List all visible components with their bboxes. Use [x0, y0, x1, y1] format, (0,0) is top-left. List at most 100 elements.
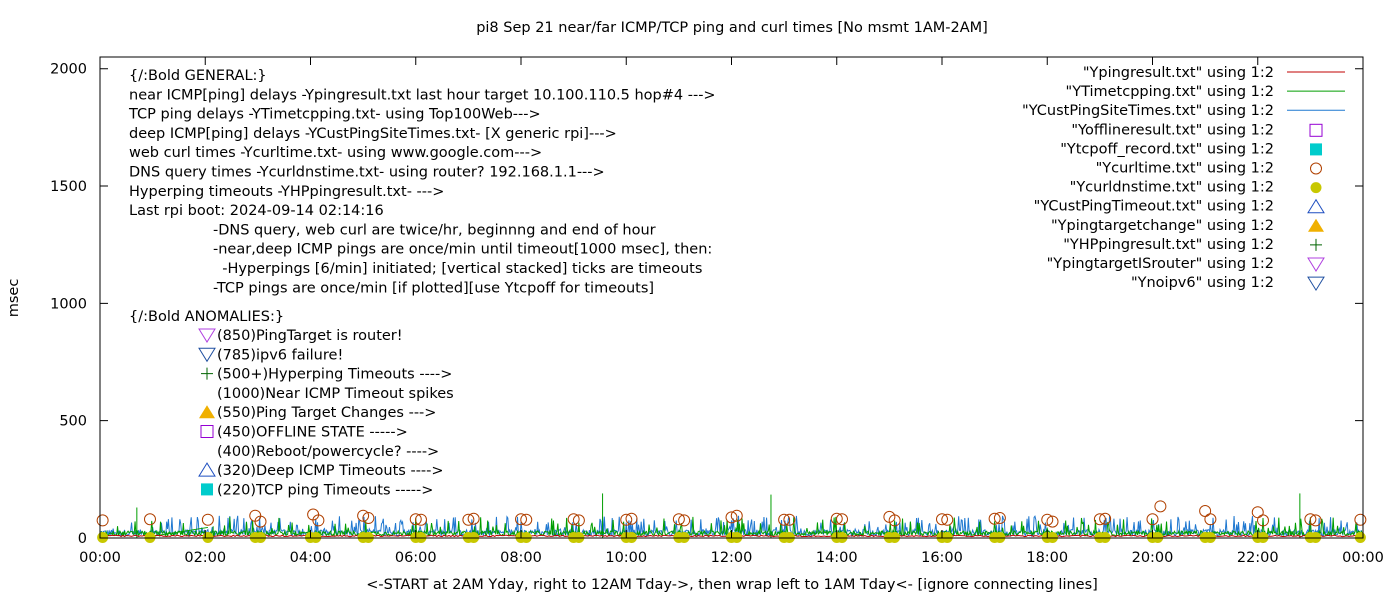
curltime-point [567, 513, 580, 526]
curltime-point [778, 513, 791, 526]
curltime-point [936, 513, 948, 526]
annotation-anomaly-line: (500+)Hyperping Timeouts ----> [217, 367, 452, 383]
legend-swatch-marker [1307, 276, 1325, 292]
curltime-point [678, 514, 691, 527]
x-tick-label: 10:00 [605, 550, 647, 566]
curltime-point [1146, 513, 1159, 526]
curltime-point [1093, 513, 1106, 526]
y-tick-label: 1000 [50, 296, 87, 312]
legend-label: "Ycurldnstime.txt" using 1:2 [1070, 180, 1274, 196]
annotation-note-line: -TCP pings are once/min [if plotted][use… [213, 280, 654, 296]
legend-label: "Yofflineresult.txt" using 1:2 [1071, 122, 1274, 138]
curltime-point [888, 514, 901, 527]
anomaly-marker [198, 328, 216, 343]
curltime-point [620, 513, 633, 526]
legend: "Ypingresult.txt" using 1:2 "YTimetcpping… [1022, 65, 1345, 291]
y-axis-label: msec [6, 279, 22, 318]
curltime-point [941, 513, 954, 526]
tcp-wrap-line [149, 526, 208, 538]
annotation-anomaly-line: (320)Deep ICMP Timeouts ----> [217, 463, 444, 479]
legend-label: "YTimetcpping.txt" using 1:2 [1066, 84, 1274, 100]
x-tick-label: 00:00 [79, 550, 121, 566]
curltime-point [625, 512, 638, 525]
x-tick-label: 18:00 [1026, 550, 1068, 566]
curltime-point [830, 512, 843, 525]
annotation-layer: {/:Bold GENERAL:} near ICMP[ping] delays … [128, 68, 716, 498]
x-tick-label: 22:00 [1237, 550, 1279, 566]
x-tick-label: 20:00 [1132, 550, 1174, 566]
legend-label: "Ynoipv6" using 1:2 [1131, 275, 1274, 291]
y-ticks: 0 500 1000 1500 2000 [50, 62, 1363, 547]
annotation-general-line: Hyperping timeouts -YHPpingresult.txt- -… [129, 184, 444, 200]
annotation-anomaly-line: (785)ipv6 failure! [217, 347, 343, 363]
curltime-point [1046, 515, 1059, 528]
curltime-point [462, 513, 475, 526]
annotation-note-line: -DNS query, web curl are twice/hr, begin… [213, 222, 656, 238]
annotation-general-line: near ICMP[ping] delays -Ypingresult.txt … [129, 87, 716, 103]
annotation-general-line: TCP ping delays -YTimetcpping.txt- using… [128, 107, 541, 123]
curltime-point [730, 509, 743, 522]
x-tick-label: 02:00 [184, 550, 226, 566]
curltime-point [988, 512, 1001, 525]
curltime-point [1041, 513, 1054, 526]
curltime-point [201, 513, 214, 526]
annotation-anomaly-line: (1000)Near ICMP Timeout spikes [217, 386, 454, 402]
x-tick-label: 04:00 [290, 550, 332, 566]
annotation-note-line: -Hyperpings [6/min] initiated; [vertical… [213, 261, 702, 277]
annotation-general-line: DNS query times -Ycurldnstime.txt- using… [129, 165, 605, 181]
curltime-point [783, 513, 796, 526]
curltime-point [836, 513, 849, 526]
x-ticks: 00:00 02:00 04:00 06:00 08:00 10:00 12:00 14:00… [79, 57, 1384, 566]
annotation-anomaly-line: (450)OFFLINE STATE -----> [217, 425, 408, 441]
anomaly-marker [199, 405, 215, 419]
chart-title: pi8 Sep 21 near/far ICMP/TCP ping and cu… [476, 20, 988, 36]
y-tick-label: 2000 [50, 62, 87, 78]
legend-swatch-marker [1309, 123, 1323, 137]
legend-swatch-marker [1310, 162, 1322, 175]
legend-label: "Ypingresult.txt" using 1:2 [1083, 65, 1274, 81]
x-tick-label: 16:00 [921, 550, 963, 566]
legend-swatch-marker [1307, 257, 1325, 272]
legend-label: "YCustPingTimeout.txt" using 1:2 [1034, 199, 1274, 215]
curltime-point [993, 512, 1006, 525]
legend-label: "YHPpingresult.txt" using 1:2 [1063, 237, 1274, 253]
x-axis-label: <-START at 2AM Yday, right to 12AM Tday-… [366, 577, 1098, 593]
annotation-note-line: -near,deep ICMP pings are once/min until… [213, 242, 712, 258]
anomaly-marker [198, 347, 216, 363]
legend-swatch-marker [1310, 182, 1322, 194]
anomaly-marker [198, 462, 216, 477]
x-tick-label: 06:00 [395, 550, 437, 566]
curltime-point [520, 513, 533, 526]
curltime-point [725, 511, 738, 524]
legend-label: "YpingtargetISrouter" using 1:2 [1047, 256, 1274, 272]
curltime-point [467, 512, 480, 525]
legend-swatch-marker [1308, 218, 1324, 232]
annotation-anomaly-line: (220)TCP ping Timeouts -----> [217, 482, 433, 498]
annotation-anomaly-line: (400)Reboot/powercycle? ----> [217, 444, 439, 460]
curltime-point [415, 513, 428, 526]
anomaly-marker [200, 425, 214, 438]
y-tick-label: 500 [59, 414, 87, 430]
y-tick-label: 1500 [50, 179, 87, 195]
curltime-point [96, 514, 109, 527]
x-tick-label: 14:00 [816, 550, 858, 566]
annotation-general-line: web curl times -Ycurltime.txt- using www… [129, 145, 542, 161]
curltime-point [1309, 514, 1322, 527]
curltime-point [572, 514, 585, 527]
annotation-anomalies-title: {/:Bold ANOMALIES:} [129, 309, 284, 325]
legend-swatch-marker [1310, 143, 1322, 156]
curltime-point [1257, 514, 1270, 527]
curltime-point [1154, 500, 1167, 513]
anomaly-marker [201, 367, 213, 380]
legend-label: "YCustPingSiteTimes.txt" using 1:2 [1022, 103, 1274, 119]
annotation-anomaly-line: (850)PingTarget is router! [217, 328, 403, 344]
annotation-general-line: deep ICMP[ping] delays -YCustPingSiteTim… [129, 126, 617, 142]
x-tick-label: 00:00 [1342, 550, 1384, 566]
curltime-point [1099, 512, 1112, 525]
legend-label: "Ytcpoff_record.txt" using 1:2 [1060, 141, 1274, 157]
legend-label: "Ypingtargetchange" using 1:2 [1051, 218, 1274, 234]
y-tick-label: 0 [78, 531, 87, 547]
legend-swatch-marker [1307, 198, 1325, 214]
